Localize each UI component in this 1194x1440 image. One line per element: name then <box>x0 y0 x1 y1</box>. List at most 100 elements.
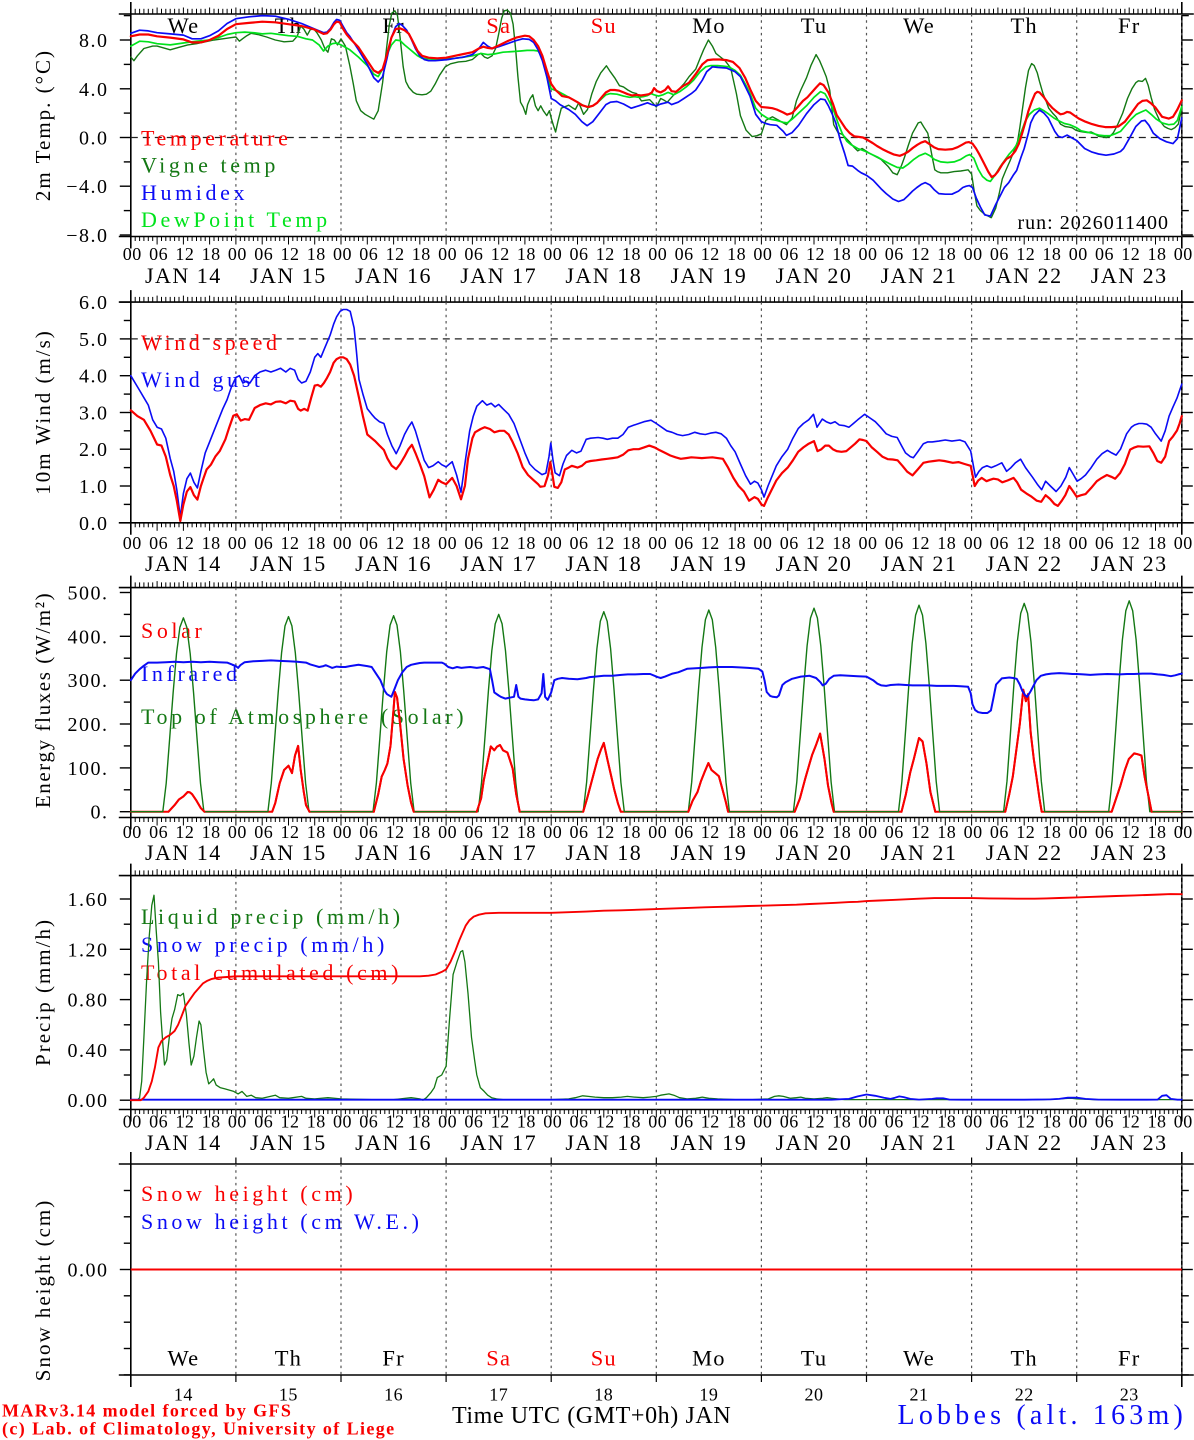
svg-text:00: 00 <box>648 822 667 842</box>
svg-text:06: 06 <box>570 533 589 553</box>
svg-text:06: 06 <box>780 244 799 264</box>
svg-text:We: We <box>903 13 935 38</box>
svg-text:(c) Lab. of Climatology, Unive: (c) Lab. of Climatology, University of L… <box>2 1419 396 1440</box>
svg-text:21: 21 <box>910 1385 929 1405</box>
svg-text:00: 00 <box>648 533 667 553</box>
svg-text:00: 00 <box>1174 1112 1193 1132</box>
svg-text:12: 12 <box>281 1112 300 1132</box>
svg-text:JAN 18: JAN 18 <box>565 263 642 288</box>
svg-text:JAN 15: JAN 15 <box>250 551 327 576</box>
svg-text:00: 00 <box>543 1112 562 1132</box>
svg-text:Su: Su <box>591 1346 617 1371</box>
svg-text:5.0: 5.0 <box>79 329 109 351</box>
svg-text:06: 06 <box>990 1112 1009 1132</box>
svg-text:12: 12 <box>596 1112 615 1132</box>
svg-text:00: 00 <box>228 244 247 264</box>
svg-text:JAN 16: JAN 16 <box>355 1130 432 1155</box>
svg-text:06: 06 <box>359 533 378 553</box>
svg-text:10m Wind (m/s): 10m Wind (m/s) <box>31 329 55 495</box>
svg-text:18: 18 <box>307 244 326 264</box>
svg-text:12: 12 <box>806 822 825 842</box>
svg-text:06: 06 <box>990 822 1009 842</box>
svg-text:18: 18 <box>202 533 221 553</box>
svg-text:100.: 100. <box>68 758 109 780</box>
svg-text:06: 06 <box>359 1112 378 1132</box>
svg-text:Fr: Fr <box>382 1346 404 1371</box>
svg-text:06: 06 <box>675 822 694 842</box>
svg-text:12: 12 <box>386 822 405 842</box>
svg-text:00: 00 <box>543 244 562 264</box>
svg-text:12: 12 <box>491 822 510 842</box>
svg-text:12: 12 <box>1121 533 1140 553</box>
svg-text:18: 18 <box>1042 533 1061 553</box>
svg-text:00: 00 <box>333 533 352 553</box>
svg-text:18: 18 <box>1148 533 1167 553</box>
svg-text:12: 12 <box>386 244 405 264</box>
svg-text:17: 17 <box>489 1385 508 1405</box>
svg-text:0.00: 0.00 <box>68 1260 109 1282</box>
svg-text:12: 12 <box>806 533 825 553</box>
svg-text:18: 18 <box>517 244 536 264</box>
svg-text:18: 18 <box>832 244 851 264</box>
svg-text:12: 12 <box>491 533 510 553</box>
svg-text:18: 18 <box>1148 822 1167 842</box>
svg-text:00: 00 <box>859 533 878 553</box>
svg-text:Infrared: Infrared <box>141 661 241 686</box>
svg-text:18: 18 <box>937 244 956 264</box>
svg-text:06: 06 <box>359 822 378 842</box>
svg-text:18: 18 <box>1148 1112 1167 1132</box>
svg-text:JAN 15: JAN 15 <box>250 263 327 288</box>
svg-text:18: 18 <box>1042 822 1061 842</box>
svg-text:JAN 14: JAN 14 <box>145 1130 222 1155</box>
svg-text:00: 00 <box>964 244 983 264</box>
svg-text:JAN 20: JAN 20 <box>776 263 853 288</box>
svg-text:12: 12 <box>596 533 615 553</box>
svg-text:18: 18 <box>1148 244 1167 264</box>
svg-text:JAN 20: JAN 20 <box>776 1130 853 1155</box>
svg-text:18: 18 <box>517 1112 536 1132</box>
svg-text:JAN 18: JAN 18 <box>565 1130 642 1155</box>
svg-text:12: 12 <box>701 822 720 842</box>
svg-text:00: 00 <box>964 533 983 553</box>
svg-text:Lobbes (alt. 163m): Lobbes (alt. 163m) <box>898 1400 1187 1431</box>
svg-text:00: 00 <box>333 1112 352 1132</box>
svg-text:00: 00 <box>438 533 457 553</box>
svg-text:12: 12 <box>175 822 194 842</box>
svg-text:06: 06 <box>254 1112 273 1132</box>
svg-text:1.20: 1.20 <box>68 939 109 961</box>
svg-text:06: 06 <box>675 533 694 553</box>
svg-text:06: 06 <box>464 822 483 842</box>
svg-text:12: 12 <box>1016 1112 1035 1132</box>
svg-text:Wind speed: Wind speed <box>141 330 281 355</box>
svg-text:18: 18 <box>622 822 641 842</box>
svg-text:JAN 15: JAN 15 <box>250 1130 327 1155</box>
svg-text:18: 18 <box>937 1112 956 1132</box>
svg-text:00: 00 <box>648 244 667 264</box>
svg-text:4.0: 4.0 <box>79 79 109 101</box>
svg-text:06: 06 <box>149 1112 168 1132</box>
svg-text:06: 06 <box>885 822 904 842</box>
svg-text:12: 12 <box>806 244 825 264</box>
svg-text:00: 00 <box>543 533 562 553</box>
svg-text:JAN 22: JAN 22 <box>986 1130 1063 1155</box>
svg-text:Sa: Sa <box>486 1346 511 1371</box>
svg-text:06: 06 <box>1095 244 1114 264</box>
svg-text:Snow height (cm): Snow height (cm) <box>141 1181 356 1206</box>
svg-text:18: 18 <box>517 533 536 553</box>
svg-text:1.0: 1.0 <box>79 476 109 498</box>
svg-text:Su: Su <box>591 13 617 38</box>
svg-text:00: 00 <box>859 1112 878 1132</box>
svg-text:06: 06 <box>990 244 1009 264</box>
svg-text:00: 00 <box>753 822 772 842</box>
svg-text:18: 18 <box>727 533 746 553</box>
svg-text:JAN 20: JAN 20 <box>776 840 853 865</box>
svg-text:00: 00 <box>1069 244 1088 264</box>
svg-text:Time UTC (GMT+0h) JAN: Time UTC (GMT+0h) JAN <box>452 1403 731 1429</box>
svg-text:00: 00 <box>648 1112 667 1132</box>
svg-text:18: 18 <box>517 822 536 842</box>
svg-text:06: 06 <box>675 1112 694 1132</box>
svg-text:Mo: Mo <box>692 1346 726 1371</box>
svg-text:00: 00 <box>123 244 142 264</box>
svg-text:0.40: 0.40 <box>68 1040 109 1062</box>
svg-text:00: 00 <box>859 822 878 842</box>
